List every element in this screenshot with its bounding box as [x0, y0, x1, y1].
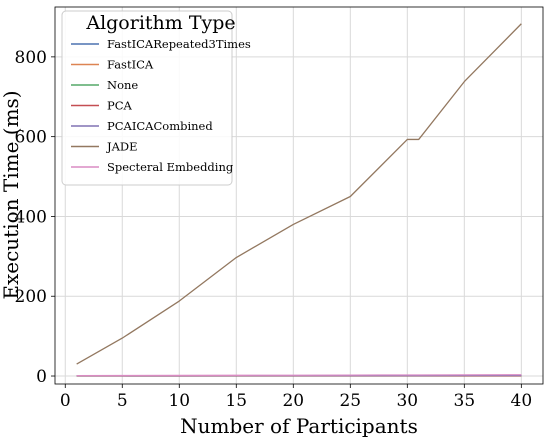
y-tick-label: 600: [15, 128, 47, 148]
legend-box: [61, 10, 233, 186]
x-tick-label: 40: [511, 391, 533, 411]
x-tick-label: 15: [225, 391, 247, 411]
y-tick-label: 800: [15, 48, 47, 68]
x-tick-label: 20: [282, 391, 304, 411]
x-axis-ticks: 0 5 10 15 20 25 30 35 40: [60, 384, 532, 411]
legend: Algorithm Type FastICARepeated3TimesFast…: [61, 10, 251, 186]
x-tick-label: 30: [396, 391, 418, 411]
series-layer: [76, 23, 522, 377]
x-tick-label: 25: [339, 391, 361, 411]
y-axis-title: Execution Time (ms): [0, 90, 23, 299]
legend-label-1: FastICA: [107, 58, 154, 72]
legend-items: FastICARepeated3Times FastICA None PCA PCAIC…: [71, 37, 251, 174]
x-axis-title: Number of Participants: [180, 414, 418, 438]
x-tick-label: 5: [117, 391, 128, 411]
legend-label-6: Specteral Embedding: [107, 160, 234, 174]
y-axis-ticks: 0 200 400 600 800: [15, 48, 55, 387]
y-tick-label: 400: [15, 207, 47, 227]
legend-label-0: FastICARepeated3Times: [107, 37, 251, 51]
legend-label-4: PCAICACombined: [107, 119, 213, 133]
plot-frame: [54, 6, 544, 385]
y-tick-label: 0: [36, 367, 47, 387]
legend-label-2: None: [107, 78, 138, 92]
legend-label-3: PCA: [107, 99, 133, 113]
x-tick-label: 0: [60, 391, 71, 411]
x-tick-label: 10: [168, 391, 190, 411]
x-tick-label: 35: [454, 391, 476, 411]
legend-title: Algorithm Type: [85, 12, 235, 34]
y-tick-label: 200: [15, 287, 47, 307]
series-line-5: [76, 23, 522, 365]
series-line-6: [76, 374, 522, 377]
legend-label-5: JADE: [106, 140, 138, 154]
